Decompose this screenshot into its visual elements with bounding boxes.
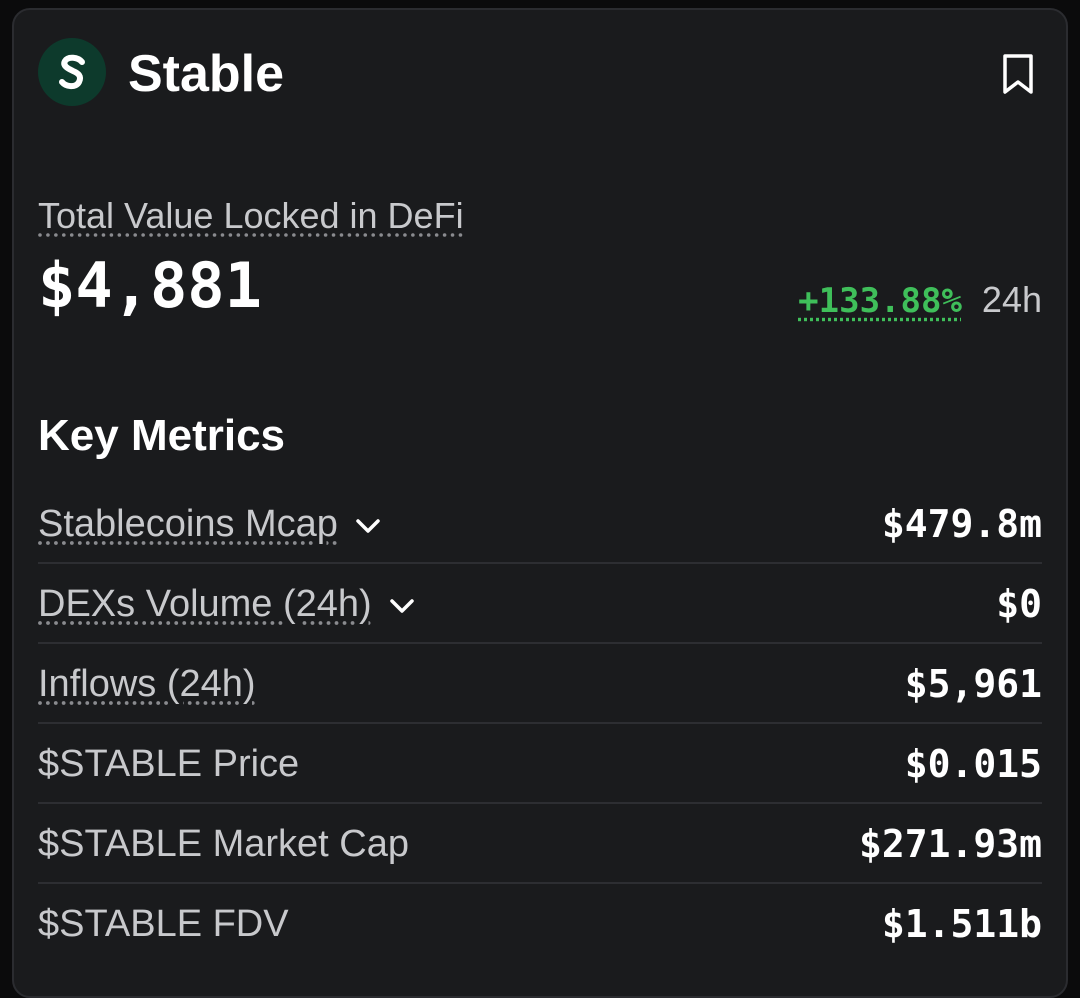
chevron-down-icon[interactable]: [354, 516, 382, 541]
metric-label-group: Inflows (24h): [38, 660, 256, 708]
bookmark-icon[interactable]: [998, 52, 1038, 96]
metric-value: $0.015: [904, 742, 1042, 786]
key-metrics-list: Stablecoins Mcap $479.8m DEXs Volume (24…: [38, 484, 1042, 964]
protocol-card: Stable Total Value Locked in DeFi $4,881…: [12, 8, 1068, 998]
metric-label[interactable]: Inflows (24h): [38, 663, 256, 705]
chevron-down-icon[interactable]: [388, 596, 416, 621]
metric-value: $271.93m: [858, 822, 1042, 866]
metric-value: $1.511b: [881, 902, 1042, 946]
metric-label-group: $STABLE Market Cap: [38, 820, 409, 868]
tvl-change-group: +133.88% 24h: [798, 276, 1042, 324]
tvl-change-period: 24h: [981, 279, 1042, 320]
metric-row-stable-market-cap: $STABLE Market Cap $271.93m: [38, 804, 1042, 884]
page-title: Stable: [128, 45, 285, 103]
metric-label[interactable]: Stablecoins Mcap: [38, 503, 338, 545]
metric-label-group: $STABLE FDV: [38, 900, 289, 948]
metric-value: $479.8m: [881, 502, 1042, 546]
metric-label: $STABLE FDV: [38, 903, 289, 945]
metric-label: $STABLE Price: [38, 743, 300, 785]
tvl-change-percent[interactable]: +133.88%: [798, 281, 962, 321]
metric-label-group: Stablecoins Mcap: [38, 500, 382, 548]
metric-row-stable-price: $STABLE Price $0.015: [38, 724, 1042, 804]
metric-label-group: $STABLE Price: [38, 740, 299, 788]
metric-row-dexs-volume: DEXs Volume (24h) $0: [38, 564, 1042, 644]
tvl-label[interactable]: Total Value Locked in DeFi: [38, 195, 464, 236]
metric-row-inflows: Inflows (24h) $5,961: [38, 644, 1042, 724]
metric-value: $5,961: [904, 662, 1042, 706]
key-metrics-title: Key Metrics: [38, 411, 286, 460]
card-header: Stable: [38, 38, 1042, 110]
stable-logo-icon: [38, 38, 106, 106]
tvl-value: $4,881: [38, 249, 262, 322]
metric-row-stablecoins-mcap: Stablecoins Mcap $479.8m: [38, 484, 1042, 564]
metric-value: $0: [996, 582, 1042, 626]
metric-row-stable-fdv: $STABLE FDV $1.511b: [38, 884, 1042, 964]
metric-label-group: DEXs Volume (24h): [38, 580, 416, 628]
metric-label: $STABLE Market Cap: [38, 823, 410, 865]
metric-label[interactable]: DEXs Volume (24h): [38, 583, 372, 625]
